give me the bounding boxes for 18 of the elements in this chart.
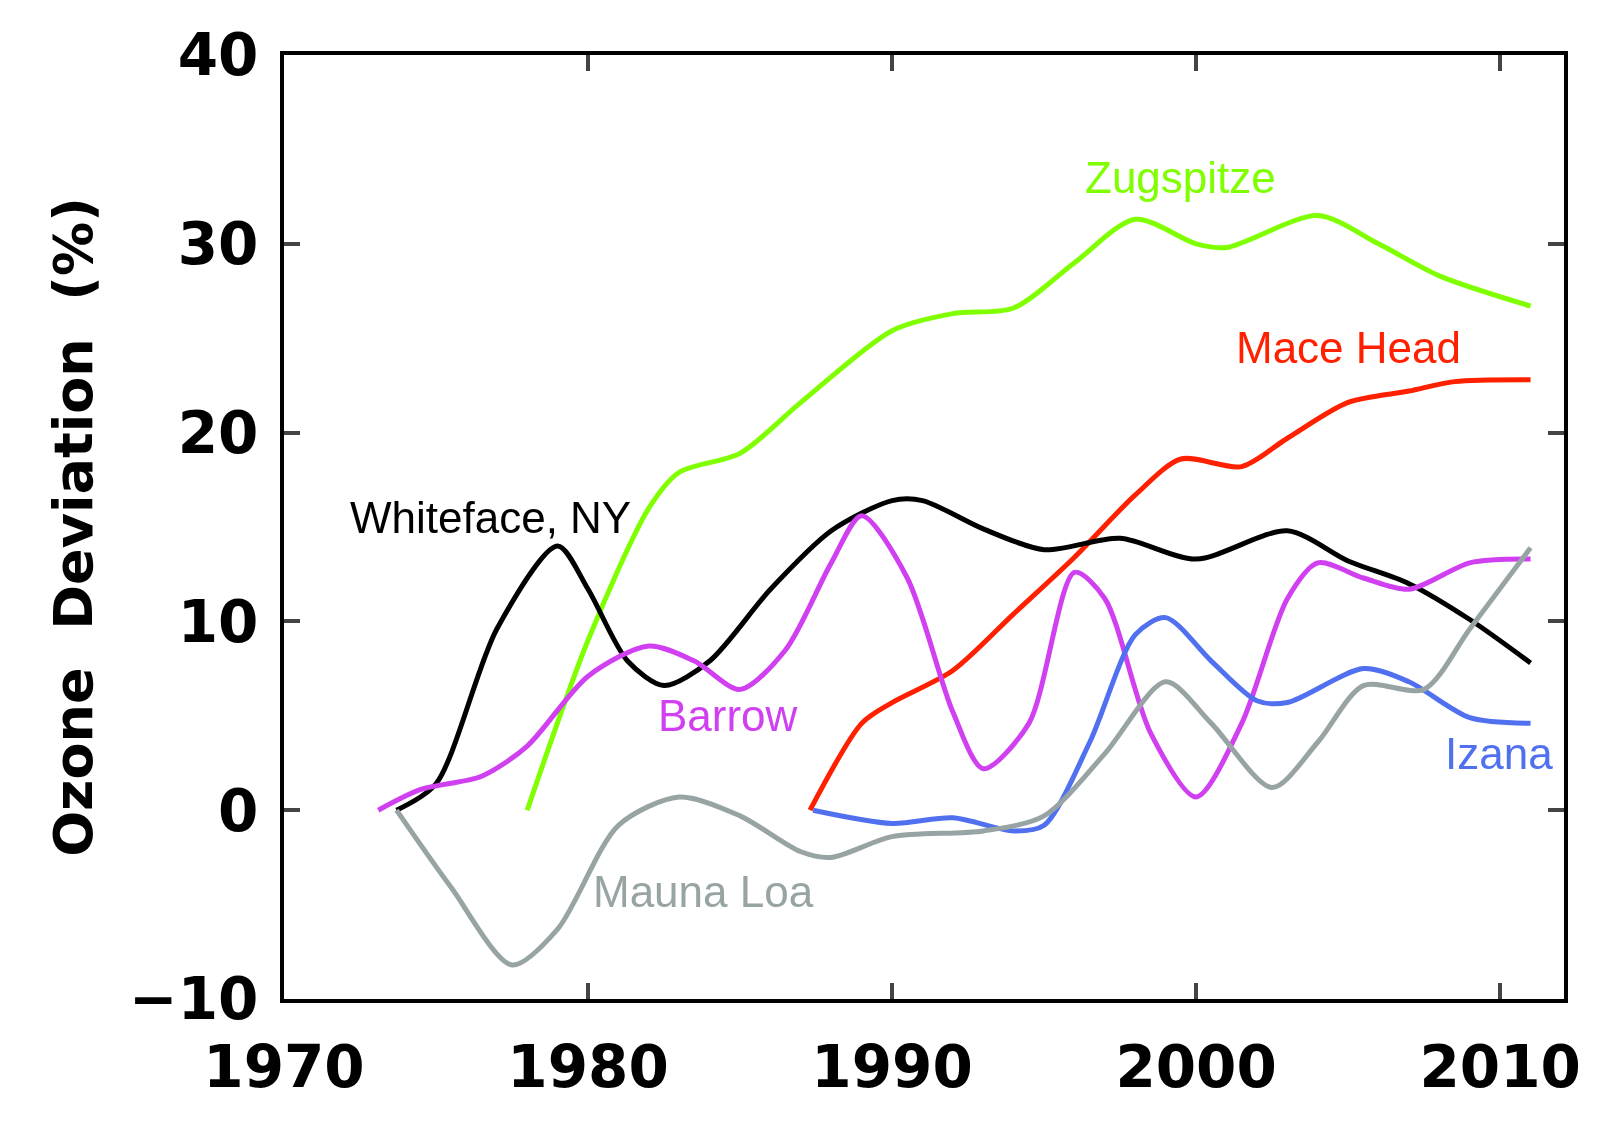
x-tick-label: 1990 <box>811 1032 973 1101</box>
series-label: Izana <box>1445 729 1554 778</box>
x-tick-label: 2000 <box>1115 1032 1277 1101</box>
y-tick-label: 40 <box>177 21 259 90</box>
series-label: Barrow <box>658 691 798 740</box>
y-tick-label: −10 <box>129 965 259 1034</box>
y-tick-label: 30 <box>177 210 259 279</box>
y-axis-title: Ozone Deviation (%) <box>42 197 106 857</box>
y-tick-label: 20 <box>177 398 259 467</box>
y-tick-label: 10 <box>177 587 259 656</box>
x-tick-label: 1970 <box>203 1032 365 1101</box>
x-tick-label: 1980 <box>507 1032 669 1101</box>
series-label: Whiteface, NY <box>350 493 632 542</box>
series-label: Mace Head <box>1236 323 1462 372</box>
y-tick-label: 0 <box>218 776 259 845</box>
series-label: Mauna Loa <box>593 867 814 916</box>
x-tick-label: 2010 <box>1419 1032 1581 1101</box>
series-label: Zugspitze <box>1085 153 1276 202</box>
